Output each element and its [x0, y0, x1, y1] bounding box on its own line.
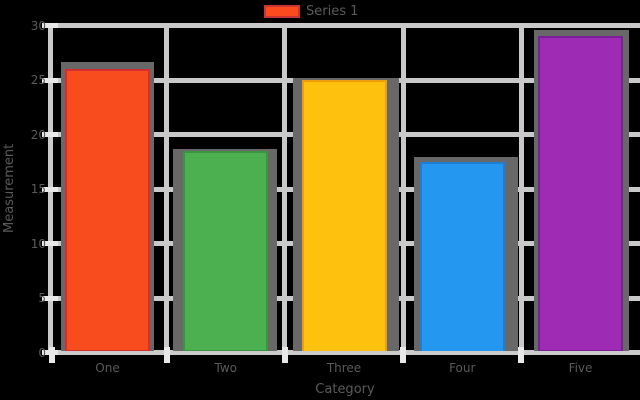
legend-label: Series 1 — [306, 4, 359, 19]
y-gridline — [48, 23, 640, 28]
y-tick-label: 10 — [30, 236, 46, 251]
x-gridline — [400, 23, 406, 355]
y-tick-mark — [42, 132, 58, 137]
y-tick-mark — [42, 186, 58, 192]
legend-swatch-icon — [264, 5, 300, 18]
y-tick-label: 15 — [30, 182, 46, 196]
x-axis-title: Category — [315, 382, 375, 397]
x-tick-label: Two — [214, 360, 238, 375]
x-tick-label: Five — [568, 360, 593, 375]
y-tick-label: 30 — [30, 18, 46, 33]
y-tick-mark — [42, 23, 58, 28]
y-tick-label: 0 — [38, 345, 46, 360]
bar-four — [419, 161, 505, 353]
y-tick-mark — [42, 295, 58, 301]
bar-two — [183, 150, 269, 353]
y-axis-title: Measurement — [2, 143, 17, 233]
x-tick-mark — [400, 346, 407, 363]
x-tick-label: Three — [326, 360, 362, 375]
x-tick-mark — [281, 346, 288, 363]
bar-five — [538, 36, 623, 353]
x-gridline — [282, 23, 288, 355]
x-tick-mark — [48, 346, 55, 363]
x-tick-mark — [163, 346, 170, 363]
legend: Series 1 — [264, 4, 358, 19]
y-tick-label: 25 — [30, 73, 46, 87]
y-tick-label: 20 — [30, 127, 46, 142]
bar-three — [301, 80, 387, 353]
x-gridline — [518, 23, 524, 355]
x-axis-line — [48, 350, 640, 355]
x-gridline — [164, 23, 170, 355]
x-tick-mark — [518, 346, 525, 363]
y-tick-label: 5 — [38, 291, 46, 305]
x-tick-label: One — [95, 360, 120, 375]
y-tick-mark — [42, 77, 58, 83]
bar-one — [65, 69, 150, 353]
y-tick-mark — [42, 241, 58, 246]
x-tick-label: Four — [449, 360, 476, 375]
